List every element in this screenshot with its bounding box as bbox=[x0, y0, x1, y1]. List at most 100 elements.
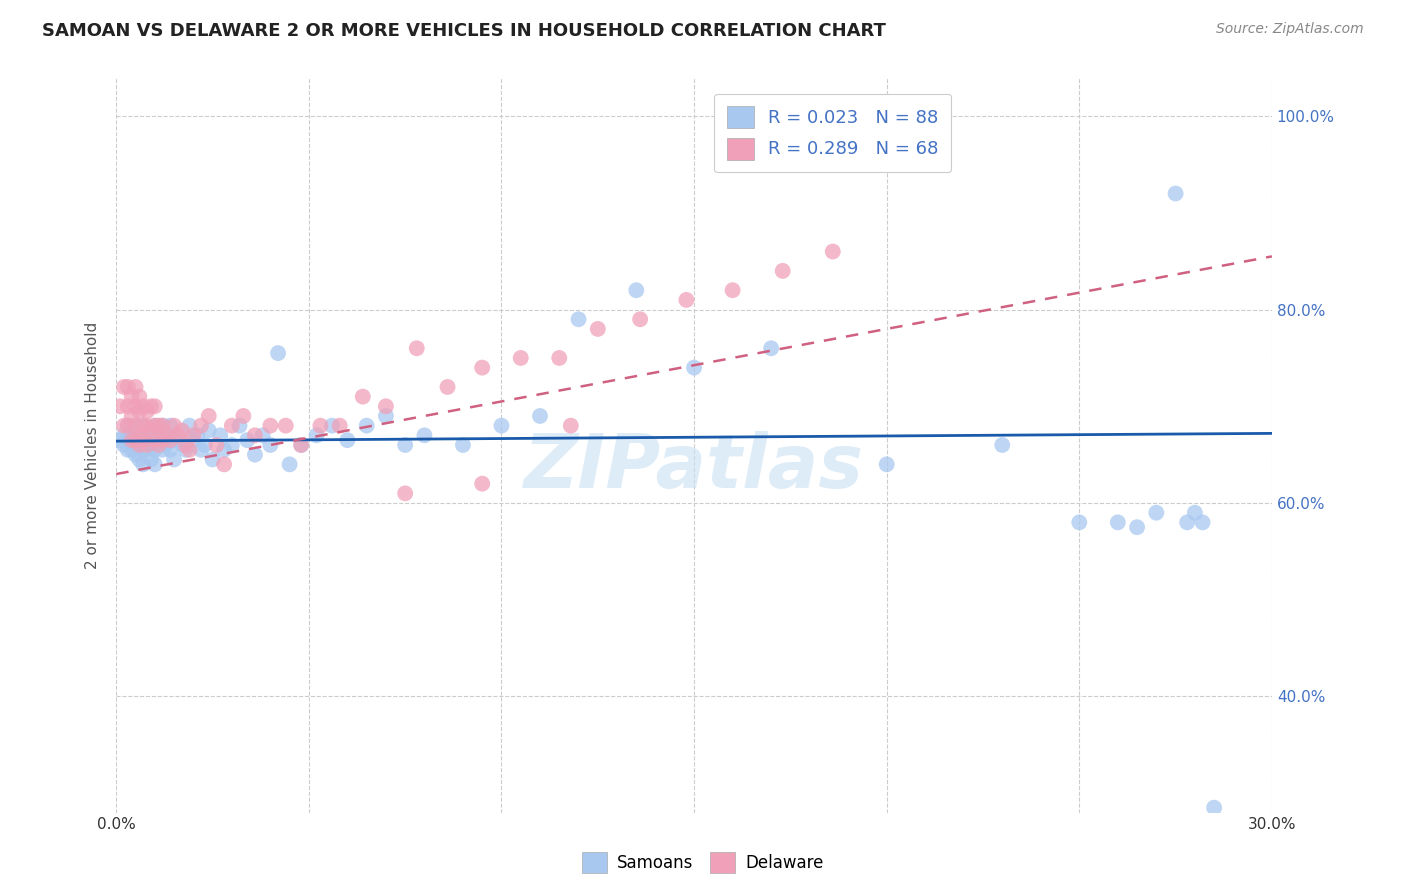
Point bbox=[628, 312, 651, 326]
Point bbox=[124, 418, 146, 433]
Point bbox=[451, 438, 474, 452]
Point bbox=[132, 399, 155, 413]
Point bbox=[117, 399, 139, 413]
Point bbox=[436, 380, 458, 394]
Point bbox=[121, 409, 143, 423]
Point bbox=[374, 409, 396, 423]
Point bbox=[121, 390, 143, 404]
Point bbox=[152, 433, 174, 447]
Point bbox=[143, 399, 166, 413]
Point bbox=[675, 293, 697, 307]
Point bbox=[529, 409, 551, 423]
Point bbox=[586, 322, 609, 336]
Point bbox=[152, 418, 174, 433]
Point bbox=[683, 360, 706, 375]
Point bbox=[117, 380, 139, 394]
Point bbox=[139, 424, 162, 438]
Point bbox=[163, 452, 186, 467]
Point bbox=[356, 418, 378, 433]
Point bbox=[174, 442, 197, 457]
Point bbox=[197, 424, 219, 438]
Point bbox=[136, 428, 159, 442]
Point bbox=[236, 433, 259, 447]
Point bbox=[221, 418, 243, 433]
Point bbox=[108, 433, 131, 447]
Point bbox=[471, 476, 494, 491]
Point bbox=[124, 418, 146, 433]
Point bbox=[121, 438, 143, 452]
Text: Source: ZipAtlas.com: Source: ZipAtlas.com bbox=[1216, 22, 1364, 37]
Point bbox=[560, 418, 582, 433]
Point bbox=[152, 418, 174, 433]
Point bbox=[1204, 800, 1226, 814]
Point bbox=[167, 428, 190, 442]
Point bbox=[201, 452, 224, 467]
Point bbox=[197, 409, 219, 423]
Point bbox=[179, 418, 201, 433]
Point bbox=[491, 418, 513, 433]
Point bbox=[128, 428, 150, 442]
Point bbox=[121, 428, 143, 442]
Legend: Samoans, Delaware: Samoans, Delaware bbox=[575, 846, 831, 880]
Point bbox=[243, 448, 266, 462]
Point bbox=[413, 428, 436, 442]
Point bbox=[128, 438, 150, 452]
Point bbox=[152, 442, 174, 457]
Point bbox=[170, 438, 193, 452]
Point bbox=[121, 433, 143, 447]
Point bbox=[124, 428, 146, 442]
Point bbox=[143, 418, 166, 433]
Point bbox=[128, 424, 150, 438]
Point bbox=[1144, 506, 1167, 520]
Point bbox=[136, 442, 159, 457]
Point bbox=[163, 418, 186, 433]
Point bbox=[136, 438, 159, 452]
Point bbox=[139, 438, 162, 452]
Point bbox=[190, 442, 212, 457]
Point bbox=[205, 438, 228, 452]
Point bbox=[117, 418, 139, 433]
Point bbox=[136, 404, 159, 418]
Point bbox=[772, 264, 794, 278]
Point bbox=[1191, 516, 1213, 530]
Point bbox=[112, 418, 135, 433]
Point bbox=[124, 399, 146, 413]
Point bbox=[117, 442, 139, 457]
Point bbox=[394, 486, 416, 500]
Point bbox=[352, 390, 374, 404]
Point bbox=[212, 442, 235, 457]
Point bbox=[186, 428, 208, 442]
Point bbox=[321, 418, 343, 433]
Point bbox=[405, 341, 427, 355]
Point bbox=[626, 283, 648, 297]
Text: SAMOAN VS DELAWARE 2 OR MORE VEHICLES IN HOUSEHOLD CORRELATION CHART: SAMOAN VS DELAWARE 2 OR MORE VEHICLES IN… bbox=[42, 22, 886, 40]
Point bbox=[181, 433, 204, 447]
Point bbox=[274, 418, 297, 433]
Point bbox=[170, 424, 193, 438]
Point bbox=[128, 433, 150, 447]
Point bbox=[567, 312, 589, 326]
Point bbox=[128, 404, 150, 418]
Point bbox=[290, 438, 312, 452]
Point bbox=[117, 433, 139, 447]
Point bbox=[132, 433, 155, 447]
Point bbox=[821, 244, 844, 259]
Point bbox=[121, 442, 143, 457]
Point bbox=[132, 442, 155, 457]
Point bbox=[278, 458, 301, 472]
Point bbox=[124, 433, 146, 447]
Point bbox=[117, 418, 139, 433]
Point bbox=[1164, 186, 1187, 201]
Point bbox=[139, 424, 162, 438]
Point bbox=[139, 452, 162, 467]
Point bbox=[259, 418, 281, 433]
Point bbox=[139, 399, 162, 413]
Point bbox=[252, 428, 274, 442]
Point bbox=[194, 438, 217, 452]
Point bbox=[179, 442, 201, 457]
Point bbox=[167, 428, 190, 442]
Point bbox=[991, 438, 1014, 452]
Legend: R = 0.023   N = 88, R = 0.289   N = 68: R = 0.023 N = 88, R = 0.289 N = 68 bbox=[714, 94, 952, 172]
Point bbox=[305, 428, 328, 442]
Point bbox=[509, 351, 531, 365]
